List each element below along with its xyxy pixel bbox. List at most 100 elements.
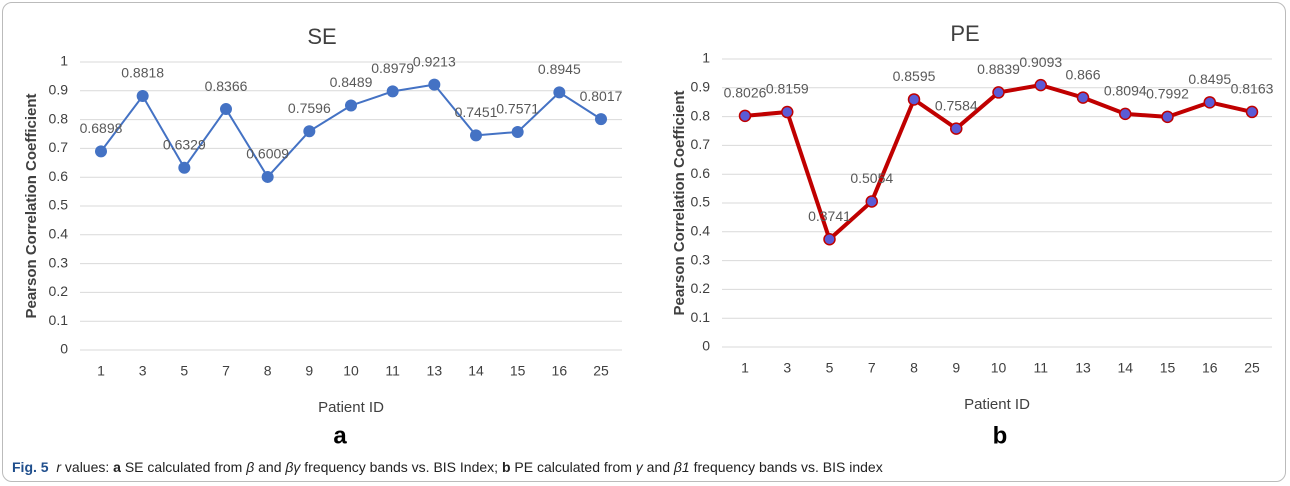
x-tick-label: 11 [1033, 360, 1048, 376]
value-label: 0.8595 [893, 68, 936, 84]
y-tick-label: 0.3 [49, 254, 69, 270]
marker [1245, 105, 1259, 119]
marker [1161, 110, 1174, 124]
marker [345, 99, 357, 112]
marker [781, 105, 794, 119]
caption-text: SE calculated from [120, 459, 247, 475]
value-label: 0.8945 [538, 61, 581, 77]
value-label: 0.8979 [371, 60, 414, 76]
caption-text: PE calculated from [510, 459, 636, 475]
caption-text: b [501, 459, 511, 475]
caption-text: β1 [673, 459, 690, 475]
y-tick-label: 0.2 [49, 283, 69, 299]
y-tick-label: 0.2 [691, 280, 711, 296]
y-tick-label: 0.1 [49, 312, 69, 328]
caption-text: values: [61, 459, 114, 475]
value-label: 0.866 [1065, 66, 1100, 82]
value-label: 0.8094 [1104, 83, 1147, 99]
value-label: 0.8159 [766, 81, 809, 97]
value-label: 0.7992 [1146, 86, 1189, 102]
x-tick-label: 14 [1117, 360, 1133, 376]
x-tick-label: 5 [826, 360, 834, 376]
y-tick-label: 0.5 [49, 197, 69, 213]
x-tick-label: 3 [783, 360, 791, 376]
y-axis-title: Pearson Correlation Coefficient [671, 90, 688, 315]
marker [553, 86, 566, 99]
y-tick-label: 0.7 [691, 136, 711, 152]
value-label: 0.8818 [121, 65, 164, 81]
caption-text: frequency bands vs. BIS index [689, 459, 883, 475]
y-tick-label: 0.9 [49, 82, 69, 98]
x-tick-label: 16 [552, 363, 568, 379]
marker [1034, 78, 1047, 92]
y-tick-label: 0 [702, 338, 710, 354]
y-tick-label: 0.8 [691, 107, 711, 123]
marker [261, 170, 274, 183]
x-tick-label: 5 [180, 363, 188, 379]
marker [738, 109, 752, 123]
marker [470, 129, 482, 142]
x-tick-label: 25 [593, 363, 609, 379]
value-label: 0.6898 [80, 120, 123, 136]
marker [1119, 107, 1132, 121]
marker [595, 113, 607, 126]
value-label: 0.8839 [977, 61, 1020, 77]
value-label: 0.7451 [455, 104, 498, 120]
y-tick-label: 1 [60, 53, 68, 69]
chart-title: SE [307, 24, 336, 49]
caption: Fig. 5 r values: a SE calculated from β … [12, 459, 883, 475]
value-label: 0.8495 [1188, 71, 1231, 87]
value-label: 0.8017 [580, 88, 623, 104]
marker [907, 93, 921, 106]
x-tick-label: 7 [222, 363, 230, 379]
y-tick-label: 0.3 [691, 251, 711, 267]
y-tick-label: 0 [60, 341, 68, 357]
value-label: 0.5054 [850, 170, 893, 186]
x-tick-label: 8 [910, 360, 918, 376]
y-tick-label: 0.7 [49, 139, 69, 155]
x-tick-label: 11 [385, 363, 400, 379]
x-axis-title: Patient ID [964, 396, 1030, 413]
marker [1203, 96, 1216, 109]
marker [992, 86, 1005, 99]
marker [95, 145, 107, 158]
value-label: 0.7571 [496, 101, 539, 117]
y-tick-label: 0.4 [49, 226, 69, 242]
x-tick-label: 9 [305, 363, 313, 379]
y-axis-title: Pearson Correlation Coefficient [23, 93, 40, 318]
series-line [100, 83, 602, 178]
x-tick-label: 8 [264, 363, 272, 379]
x-tick-label: 15 [1160, 360, 1176, 376]
x-tick-label: 10 [991, 360, 1007, 376]
caption-label: Fig. 5 [12, 459, 49, 475]
y-tick-label: 0.6 [691, 165, 711, 181]
x-tick-label: 16 [1202, 360, 1218, 376]
marker [303, 125, 316, 138]
x-tick-label: 14 [468, 363, 484, 379]
y-tick-label: 0.5 [691, 194, 711, 210]
value-label: 0.8366 [205, 78, 248, 94]
value-label: 0.9213 [413, 53, 456, 69]
x-tick-label: 13 [1075, 360, 1091, 376]
value-label: 0.8489 [330, 74, 373, 90]
chart-title: PE [950, 21, 979, 46]
marker [136, 90, 149, 103]
x-tick-label: 15 [510, 363, 526, 379]
caption-text: βγ [285, 459, 301, 475]
x-axis-title: Patient ID [318, 399, 384, 416]
caption-text: frequency bands vs. BIS Index; [300, 459, 502, 475]
panel-label: b [993, 422, 1008, 449]
value-label: 0.7596 [288, 100, 331, 116]
marker [178, 161, 191, 174]
y-tick-label: 0.1 [691, 309, 711, 325]
x-tick-label: 25 [1244, 360, 1260, 376]
x-tick-label: 13 [427, 363, 443, 379]
caption-text: a [113, 459, 121, 475]
value-label: 0.3741 [808, 208, 851, 224]
marker [511, 125, 524, 138]
caption-text: γ [635, 459, 643, 475]
value-label: 0.8026 [724, 85, 767, 101]
